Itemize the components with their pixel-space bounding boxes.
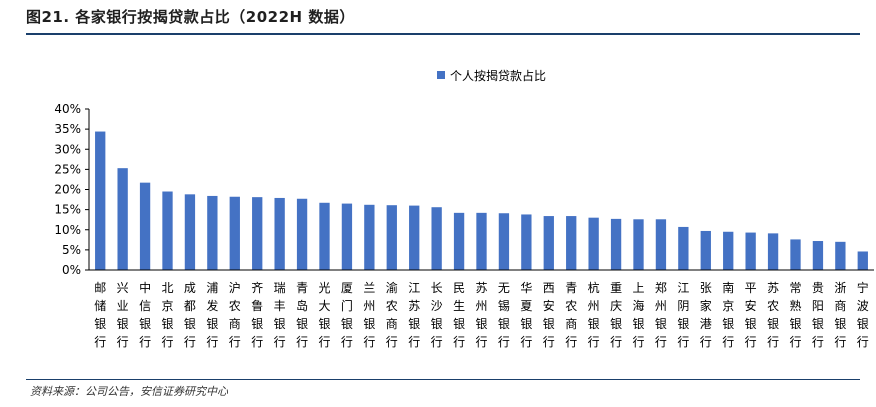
- x-tick-label: 上海银行: [632, 281, 644, 349]
- x-tick-label: 北京银行: [161, 281, 173, 349]
- bar: [453, 212, 465, 270]
- bar: [252, 197, 263, 270]
- x-tick-label: 民生银行: [453, 281, 465, 349]
- x-tick-label: 江阴银行: [677, 281, 689, 349]
- y-tick-label: 20%: [54, 183, 81, 197]
- legend: 个人按揭贷款占比: [437, 68, 546, 83]
- bar: [95, 131, 106, 270]
- x-tick-label: 杭州银行: [588, 280, 600, 349]
- figure-title: 图21. 各家银行按揭贷款占比（2022H 数据）: [26, 8, 355, 26]
- y-tick-label: 15%: [54, 203, 81, 217]
- bar: [476, 212, 487, 270]
- x-tick-label: 光大银行: [318, 281, 330, 349]
- bar: [633, 219, 644, 270]
- x-tick-label: 瑞丰银行: [274, 281, 286, 349]
- bars: [95, 131, 868, 270]
- x-tick-label: 沪农商行: [229, 281, 241, 349]
- bar: [386, 205, 397, 270]
- x-tick-label: 青岛银行: [296, 281, 308, 349]
- y-tick-label: 25%: [54, 162, 81, 176]
- bar: [162, 191, 173, 270]
- x-tick-label: 无锡银行: [498, 281, 510, 349]
- x-tick-label: 贵阳银行: [812, 281, 824, 349]
- bar: [835, 241, 846, 270]
- x-axis: 邮储银行兴业银行中信银行北京银行成都银行浦发银行沪农商行齐鲁银行瑞丰银行青岛银行…: [89, 269, 874, 349]
- bar: [319, 202, 330, 270]
- bar: [274, 197, 285, 270]
- x-tick-label: 宁波银行: [857, 280, 869, 349]
- bar: [812, 241, 824, 270]
- y-tick-label: 35%: [54, 122, 81, 136]
- bar: [723, 231, 734, 270]
- bar: [207, 195, 218, 270]
- bar: [700, 230, 711, 270]
- bar: [498, 213, 510, 270]
- bar: [431, 207, 442, 270]
- x-tick-label: 江苏银行: [408, 281, 420, 349]
- bar: [229, 196, 240, 270]
- source-note: 资料来源：公司公告，安信证券研究中心: [30, 385, 228, 398]
- x-tick-label: 渝农商行: [386, 280, 398, 349]
- x-tick-label: 齐鲁银行: [251, 280, 263, 349]
- x-tick-label: 苏州银行: [475, 281, 487, 349]
- y-tick-label: 10%: [54, 223, 81, 237]
- y-tick-label: 30%: [54, 142, 81, 156]
- legend-label: 个人按揭贷款占比: [450, 68, 546, 83]
- x-tick-label: 浦发银行: [206, 281, 218, 349]
- bar: [745, 232, 756, 270]
- bar: [610, 218, 622, 270]
- x-tick-label: 成都银行: [184, 281, 196, 349]
- bar: [184, 194, 196, 270]
- x-tick-label: 重庆银行: [610, 281, 622, 349]
- x-tick-label: 兰州银行: [363, 281, 375, 349]
- bar: [767, 233, 779, 270]
- y-tick-label: 40%: [54, 102, 81, 116]
- x-tick-label: 中信银行: [139, 280, 151, 349]
- bar: [139, 182, 151, 270]
- bar: [409, 205, 420, 270]
- bar: [566, 216, 577, 270]
- x-tick-label: 平安银行: [745, 281, 757, 349]
- bar: [296, 198, 308, 270]
- y-axis: 0% 5% 10% 15% 20% 25% 30% 35% 40%: [54, 102, 90, 277]
- bar: [588, 217, 599, 270]
- y-tick-label: 0%: [62, 263, 81, 277]
- bar: [543, 216, 554, 270]
- x-tick-label: 厦门银行: [341, 281, 353, 349]
- x-tick-label: 青农商行: [565, 281, 577, 349]
- bar: [117, 168, 128, 270]
- x-tick-label: 常熟银行: [789, 281, 801, 349]
- x-tick-label: 华夏银行: [520, 281, 532, 349]
- bar: [341, 203, 353, 270]
- footer-rule: [26, 379, 860, 380]
- bar: [857, 251, 868, 270]
- x-tick-label: 郑州银行: [655, 280, 667, 349]
- bar: [655, 219, 667, 270]
- bar: [521, 214, 532, 270]
- x-tick-label: 西安银行: [543, 281, 555, 349]
- legend-swatch: [437, 71, 445, 79]
- y-tick-label: 5%: [62, 243, 81, 257]
- x-tick-label: 张家港行: [700, 281, 712, 349]
- x-tick-label: 邮储银行: [94, 281, 106, 349]
- title-rule: [26, 33, 860, 35]
- x-tick-label: 浙商银行: [834, 281, 846, 349]
- x-tick-label: 南京银行: [722, 280, 734, 349]
- x-tick-label: 兴业银行: [117, 281, 129, 349]
- bar: [364, 204, 375, 270]
- bar: [678, 226, 689, 270]
- x-tick-label: 苏农银行: [767, 281, 779, 349]
- x-tick-label: 长沙银行: [431, 281, 443, 349]
- bar: [790, 239, 801, 270]
